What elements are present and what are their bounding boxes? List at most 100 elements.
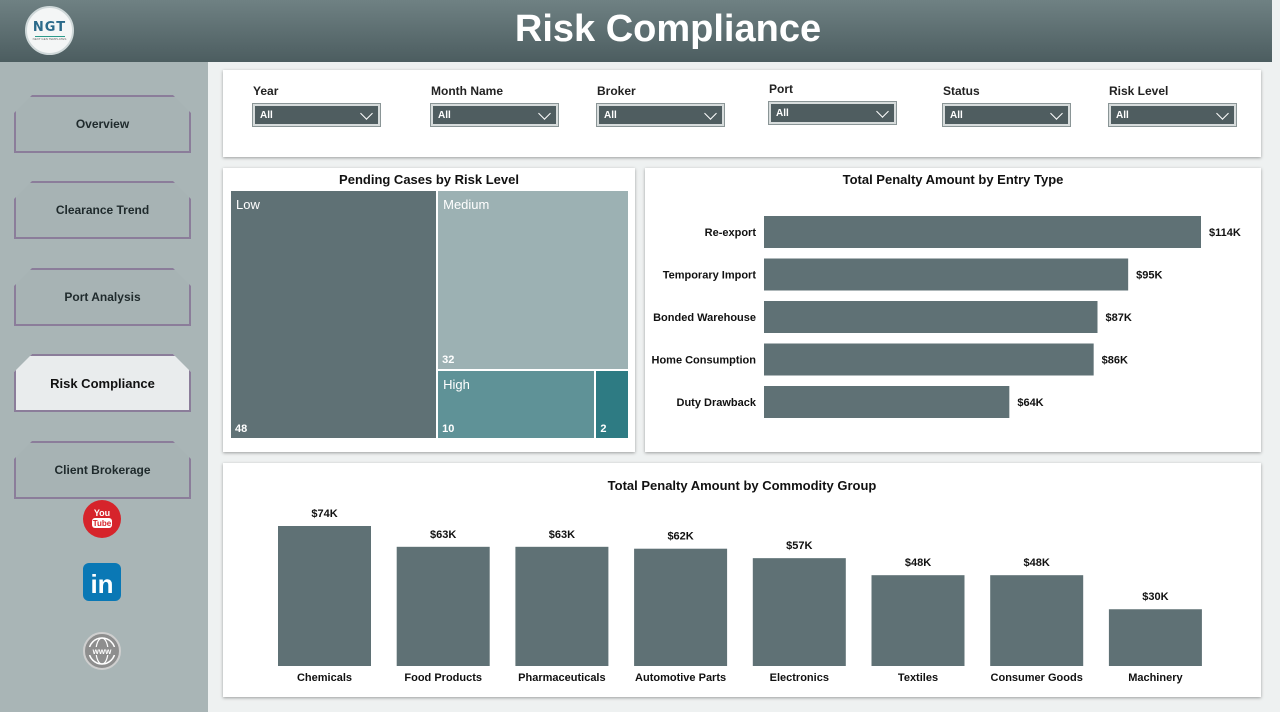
chevron-down-icon (1050, 106, 1063, 120)
filter-month: Month Name All (430, 84, 559, 127)
filter-status-select[interactable]: All (942, 103, 1071, 127)
entry-category-label: Temporary Import (663, 270, 757, 282)
filter-broker: Broker All (596, 84, 725, 127)
treemap-area: Low 48 Medium 32 High 10 2 (231, 191, 628, 438)
treemap-tile-value: 2 (600, 422, 607, 435)
treemap-tile-label: High (443, 376, 470, 392)
filter-port-label: Port (769, 82, 793, 96)
filter-port-value: All (776, 107, 789, 119)
nav-clearance-trend-button[interactable]: Clearance Trend (14, 181, 191, 239)
commodity-bar-chemicals[interactable] (278, 526, 371, 666)
commodity-value-label: $57K (786, 540, 812, 552)
commodity-panel: Total Penalty Amount by Commodity Group … (223, 463, 1261, 697)
chevron-down-icon (876, 104, 889, 118)
treemap-title: Pending Cases by Risk Level (339, 172, 519, 187)
sidebar: Overview Clearance Trend Port Analysis R… (0, 62, 208, 712)
filter-broker-select[interactable]: All (596, 103, 725, 127)
filter-risk-level-select[interactable]: All (1108, 103, 1237, 127)
commodity-chart: $74K Chemicals $63K Food Products $63K Pharma… (278, 508, 1202, 684)
entry-value-label: $87K (1106, 312, 1132, 324)
entry-category-label: Re-export (705, 227, 757, 239)
linkedin-icon[interactable]: in (82, 562, 122, 602)
filter-port-select[interactable]: All (768, 101, 897, 125)
filter-month-label: Month Name (431, 84, 503, 98)
chevron-down-icon (704, 106, 717, 120)
header-bar: NGT NEXT GEN TEMPLATES Risk Compliance (0, 0, 1272, 62)
commodity-category-label: Automotive Parts (635, 672, 726, 684)
entry-category-label: Bonded Warehouse (653, 312, 756, 324)
commodity-category-label: Pharmaceuticals (518, 672, 605, 684)
globe-icon[interactable]: www (82, 631, 122, 671)
entry-bar-temporary-import[interactable] (764, 258, 1129, 291)
commodity-bar-electronics[interactable] (752, 558, 846, 666)
entry-value-label: $86K (1102, 355, 1128, 367)
entry-category-label: Duty Drawback (677, 397, 757, 409)
commodity-bar-food-products[interactable] (396, 546, 490, 666)
globe-label: www (92, 647, 112, 656)
commodity-value-label: $48K (905, 557, 931, 569)
treemap-tile-unlabeled[interactable]: 2 (596, 370, 628, 438)
filter-month-value: All (438, 109, 451, 121)
entry-type-chart: Re-export $114K Temporary Import $95K Bonded… (652, 216, 1241, 418)
entry-bar-re-export[interactable] (764, 216, 1201, 248)
filter-status: Status All (942, 84, 1071, 127)
treemap-tile-medium[interactable]: Medium 32 (438, 191, 628, 369)
filter-panel: Year All Month Name All Broker All Port … (223, 70, 1261, 157)
filter-risk-level-value: All (1116, 109, 1129, 121)
nav-overview-button[interactable]: Overview (14, 95, 191, 153)
filter-status-value: All (950, 109, 963, 121)
treemap-tile-label: Medium (443, 197, 490, 212)
commodity-title: Total Penalty Amount by Commodity Group (607, 478, 877, 493)
treemap-tile-high[interactable]: High 10 (438, 370, 595, 438)
filter-month-select[interactable]: All (430, 103, 559, 127)
commodity-value-label: $48K (1024, 557, 1050, 569)
entry-bar-duty-drawback[interactable] (764, 386, 1010, 418)
commodity-bar-textiles[interactable] (871, 575, 965, 666)
treemap-tile-value: 32 (442, 353, 455, 366)
commodity-bar-consumer-goods[interactable] (990, 575, 1084, 666)
commodity-bar-automotive-parts[interactable] (634, 548, 728, 666)
commodity-value-label: $63K (549, 529, 575, 541)
youtube-label-bottom: Tube (93, 519, 112, 528)
commodity-value-label: $30K (1142, 591, 1168, 603)
commodity-value-label: $62K (667, 531, 693, 543)
commodity-category-label: Electronics (770, 672, 829, 684)
commodity-category-label: Machinery (1128, 672, 1183, 684)
filter-risk-level-label: Risk Level (1109, 84, 1169, 98)
chevron-down-icon (360, 106, 373, 120)
filter-year: Year All (252, 84, 381, 127)
entry-bar-home-consumption[interactable] (764, 343, 1094, 376)
commodity-value-label: $74K (311, 508, 337, 520)
entry-category-label: Home Consumption (652, 355, 757, 367)
commodity-category-label: Textiles (898, 672, 938, 684)
nav-risk-compliance-button[interactable]: Risk Compliance (14, 354, 191, 412)
chevron-down-icon (1216, 106, 1229, 120)
logo-underline (34, 36, 65, 37)
entry-value-label: $64K (1017, 397, 1043, 409)
filter-year-select[interactable]: All (252, 103, 381, 127)
logo: NGT NEXT GEN TEMPLATES (25, 6, 74, 55)
commodity-bar-pharmaceuticals[interactable] (515, 546, 609, 666)
page-title: Risk Compliance (514, 8, 822, 50)
nav-client-brokerage-button[interactable]: Client Brokerage (14, 441, 191, 499)
commodity-category-label: Food Products (404, 672, 482, 684)
treemap-tile-low[interactable]: Low 48 (231, 191, 437, 438)
chevron-down-icon (538, 106, 551, 120)
commodity-category-label: Consumer Goods (991, 672, 1083, 684)
linkedin-label: in (90, 569, 113, 599)
treemap-tile-value: 10 (442, 422, 455, 435)
filter-year-value: All (260, 109, 273, 121)
youtube-label-top: You (94, 508, 110, 518)
filter-risk-level: Risk Level All (1108, 84, 1237, 127)
filter-broker-value: All (604, 109, 617, 121)
entry-value-label: $114K (1209, 227, 1241, 239)
entry-type-panel: Total Penalty Amount by Entry Type Re-ex… (645, 168, 1261, 452)
youtube-icon[interactable]: You Tube (82, 499, 122, 539)
logo-text: NGT (32, 20, 67, 35)
commodity-bar-machinery[interactable] (1108, 609, 1202, 666)
entry-type-title: Total Penalty Amount by Entry Type (842, 172, 1064, 187)
filter-port: Port All (768, 82, 897, 125)
entry-bar-bonded-warehouse[interactable] (764, 301, 1098, 333)
entry-value-label: $95K (1136, 270, 1162, 282)
nav-port-analysis-button[interactable]: Port Analysis (14, 268, 191, 326)
